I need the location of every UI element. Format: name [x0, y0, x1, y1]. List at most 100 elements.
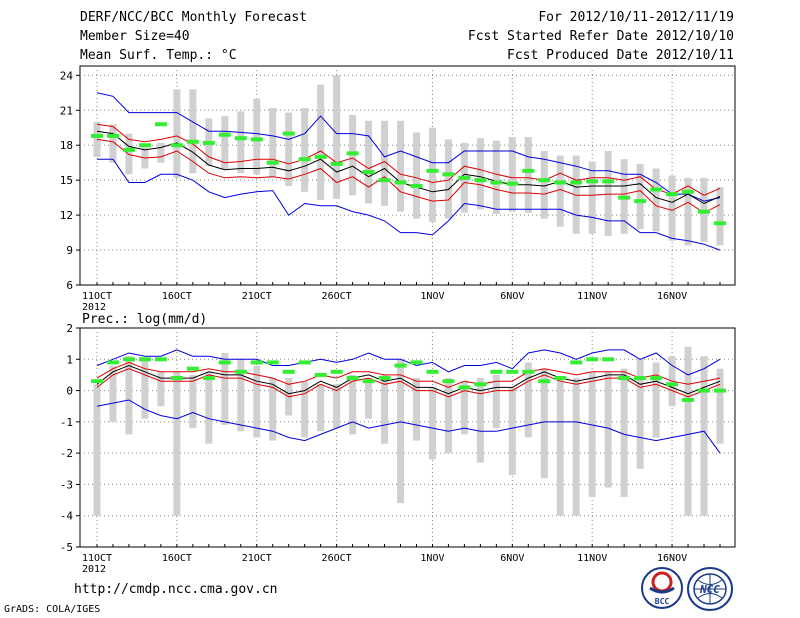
hindcast-marker: [506, 369, 519, 374]
hindcast-marker: [106, 360, 119, 365]
hindcast-marker: [522, 369, 535, 374]
ensemble-box: [716, 368, 724, 444]
hindcast-marker: [91, 379, 103, 384]
hindcast-marker: [650, 376, 663, 381]
hindcast-marker: [234, 369, 247, 374]
ensemble-box: [556, 155, 564, 227]
hindcast-marker: [314, 372, 327, 377]
series-lower-line: [96, 368, 721, 398]
x-tick-label: 11OCT: [82, 291, 112, 302]
hindcast-marker: [554, 180, 567, 185]
hindcast-marker: [426, 369, 439, 374]
ncc-logo: NCC: [687, 567, 733, 611]
forecast-produced-date: Fcst Produced Date 2012/10/11: [507, 48, 734, 63]
hindcast-marker: [122, 147, 135, 152]
panel-title: Prec.: log(mm/d): [82, 312, 207, 327]
hindcast-marker: [618, 376, 631, 381]
y-tick-label: 0: [66, 385, 73, 398]
hindcast-marker: [282, 131, 295, 136]
y-tick-label: 1: [66, 353, 73, 366]
grads-credit: GrADS: COLA/IGES: [4, 604, 101, 615]
ensemble-box: [620, 368, 628, 497]
ensemble-box: [253, 98, 261, 175]
hindcast-marker: [554, 376, 567, 381]
y-tick-label: 6: [66, 279, 73, 292]
ensemble-box: [109, 365, 117, 422]
hindcast-marker: [362, 170, 375, 175]
ensemble-box: [588, 371, 596, 497]
y-tick-label: -5: [60, 541, 73, 554]
hindcast-marker: [666, 382, 679, 387]
hindcast-marker: [458, 385, 471, 390]
ensemble-box: [93, 384, 101, 516]
y-tick-label: 9: [66, 244, 73, 257]
ensemble-box: [540, 368, 548, 479]
hindcast-marker: [474, 178, 487, 183]
series-upper-line: [96, 361, 721, 388]
hindcast-marker: [378, 376, 391, 381]
ensemble-box: [476, 378, 484, 463]
y-tick-label: -3: [60, 478, 73, 491]
hindcast-marker: [410, 183, 423, 188]
x-tick-label: 16NOV: [657, 291, 687, 302]
ensemble-box: [333, 75, 341, 199]
hindcast-marker: [538, 178, 551, 183]
ensemble-box: [604, 371, 612, 488]
ensemble-box: [652, 362, 660, 438]
y-tick-label: 24: [60, 69, 74, 82]
x-tick-label: 26OCT: [322, 553, 352, 564]
hindcast-marker: [458, 175, 471, 180]
y-tick-label: 12: [60, 209, 73, 222]
figure-title: DERF/NCC/BCC Monthly Forecast: [80, 10, 307, 25]
ensemble-box: [397, 359, 405, 504]
hindcast-marker: [106, 133, 119, 138]
ensemble-box: [237, 359, 245, 432]
y-tick-label: 15: [60, 174, 73, 187]
hindcast-marker: [170, 143, 183, 148]
y-tick-label: 18: [60, 139, 73, 152]
series-min-line: [96, 399, 721, 454]
series-max-line: [96, 349, 721, 376]
series-upper-line: [96, 123, 721, 196]
series-mean-line: [96, 130, 721, 205]
x-tick-label: 16OCT: [162, 291, 192, 302]
website-link[interactable]: http://cmdp.ncc.cma.gov.cn: [74, 582, 278, 597]
ensemble-box: [269, 107, 277, 177]
hindcast-marker: [298, 360, 311, 365]
hindcast-marker: [698, 209, 711, 214]
hindcast-marker: [634, 199, 647, 204]
series-min-line: [97, 158, 721, 251]
ensemble-box: [365, 378, 373, 419]
hindcast-marker: [618, 195, 631, 200]
ensemble-box: [397, 120, 405, 212]
hindcast-marker: [186, 366, 199, 371]
ensemble-box: [173, 371, 181, 516]
ensemble-box: [524, 362, 532, 438]
hindcast-marker: [282, 369, 295, 374]
ensemble-box: [572, 378, 580, 516]
hindcast-marker: [91, 133, 103, 138]
ensemble-box: [508, 387, 516, 476]
hindcast-marker: [234, 136, 247, 141]
hindcast-marker: [426, 168, 439, 173]
ensemble-box: [365, 120, 373, 204]
ensemble-box: [317, 384, 325, 432]
ensemble-box: [221, 353, 229, 425]
forecast-period: For 2012/10/11-2012/11/19: [538, 10, 734, 25]
hindcast-marker: [314, 154, 327, 159]
x-tick-label: 11NOV: [577, 291, 607, 302]
hindcast-marker: [714, 221, 726, 226]
hindcast-marker: [522, 168, 535, 173]
hindcast-marker: [218, 132, 231, 137]
y-tick-label: 2: [66, 322, 73, 335]
x-year-label: 2012: [82, 564, 106, 575]
ensemble-box: [381, 374, 389, 444]
ensemble-box: [173, 89, 181, 178]
hindcast-marker: [634, 376, 647, 381]
x-tick-label: 21OCT: [242, 291, 272, 302]
x-tick-label: 6NOV: [500, 291, 524, 302]
hindcast-marker: [170, 376, 183, 381]
precipitation-panel: -5 -4 -3 -2 -1 0 1 2 11OCT 16OCT 21OCT 26OCT 1NOV 6NO…: [60, 312, 736, 575]
x-tick-label: 1NOV: [420, 553, 444, 564]
ensemble-box: [349, 374, 357, 435]
